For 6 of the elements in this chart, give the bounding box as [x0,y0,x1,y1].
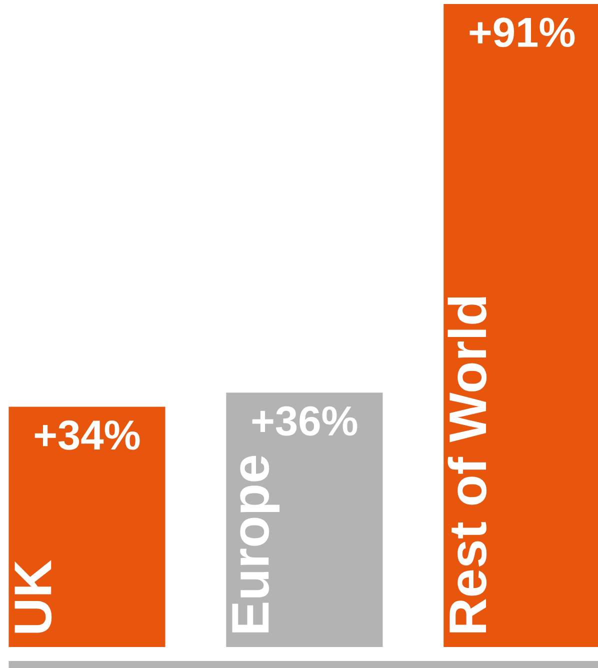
x-tick-label: Europe [232,456,280,632]
data-label: +34% [34,420,140,450]
data-label: +36% [252,406,358,436]
x-tick-label: Rest of World [448,297,487,632]
x-tick-label: UK [14,560,52,633]
data-label: +91% [470,18,575,48]
